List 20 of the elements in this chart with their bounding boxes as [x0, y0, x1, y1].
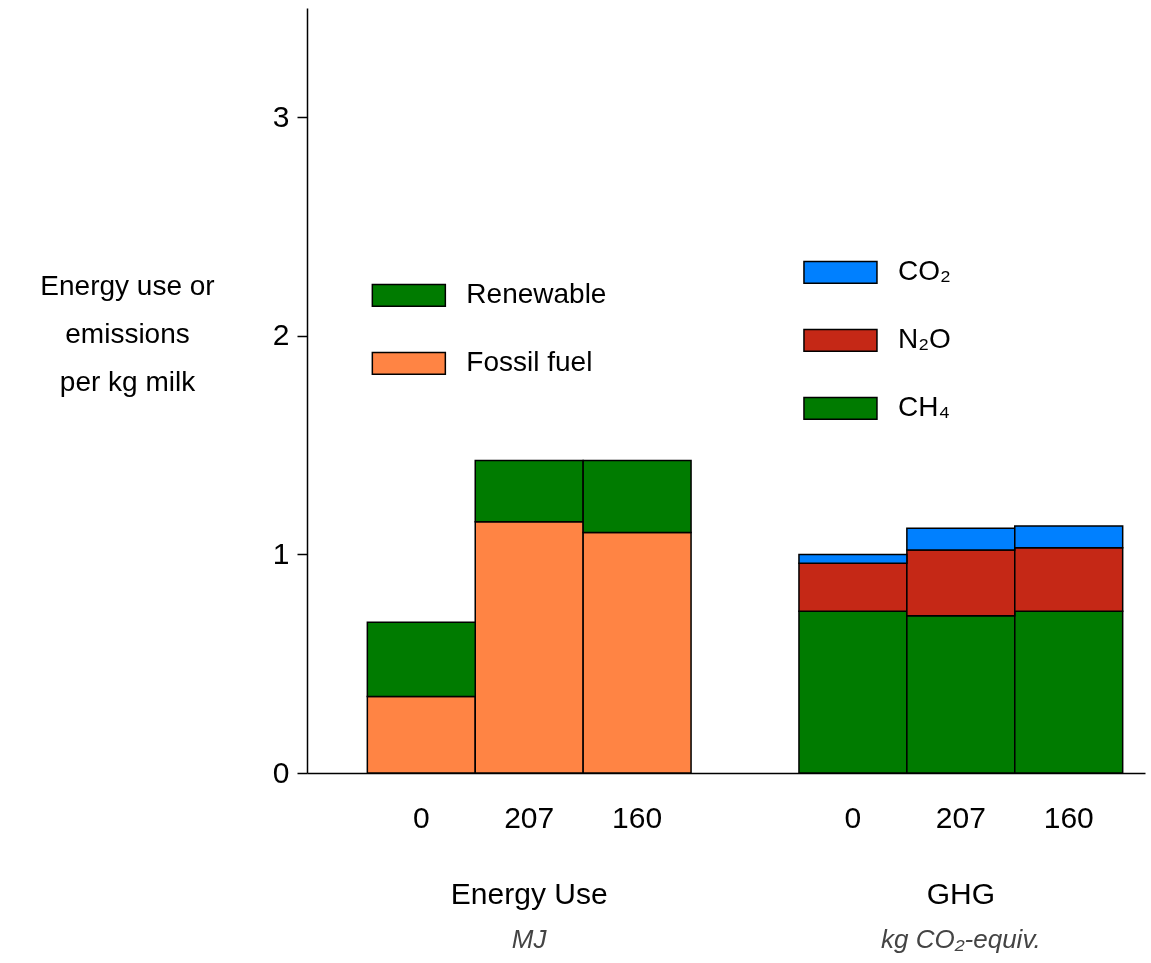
legend-label: N₂O: [897, 323, 951, 355]
text: kg CO₂-equiv.: [880, 924, 1041, 954]
x-tick-label: 207: [935, 800, 986, 834]
x-tick-label: 207: [504, 800, 555, 834]
x-tick-label: 0: [412, 800, 430, 834]
text: GHG: [926, 877, 995, 910]
y-tick-label: 1: [272, 536, 290, 570]
y-tick-label: 2: [272, 318, 290, 352]
text: Energy Use: [450, 877, 608, 910]
text: MJ: [511, 924, 548, 954]
y-tick-label: 0: [272, 755, 290, 789]
y-axis-title: Energy use or emissions per kg milk: [40, 269, 215, 397]
x-tick-label: 160: [1043, 800, 1094, 834]
legend-label: Fossil fuel: [466, 346, 593, 378]
x-tick-label: 160: [612, 800, 663, 834]
legend-label: CO₂: [897, 255, 951, 287]
x-tick-label: 0: [844, 800, 862, 834]
y-tick-label: 3: [272, 99, 290, 133]
legend-label: Renewable: [466, 278, 607, 310]
legend-label: CH₄: [897, 391, 950, 423]
